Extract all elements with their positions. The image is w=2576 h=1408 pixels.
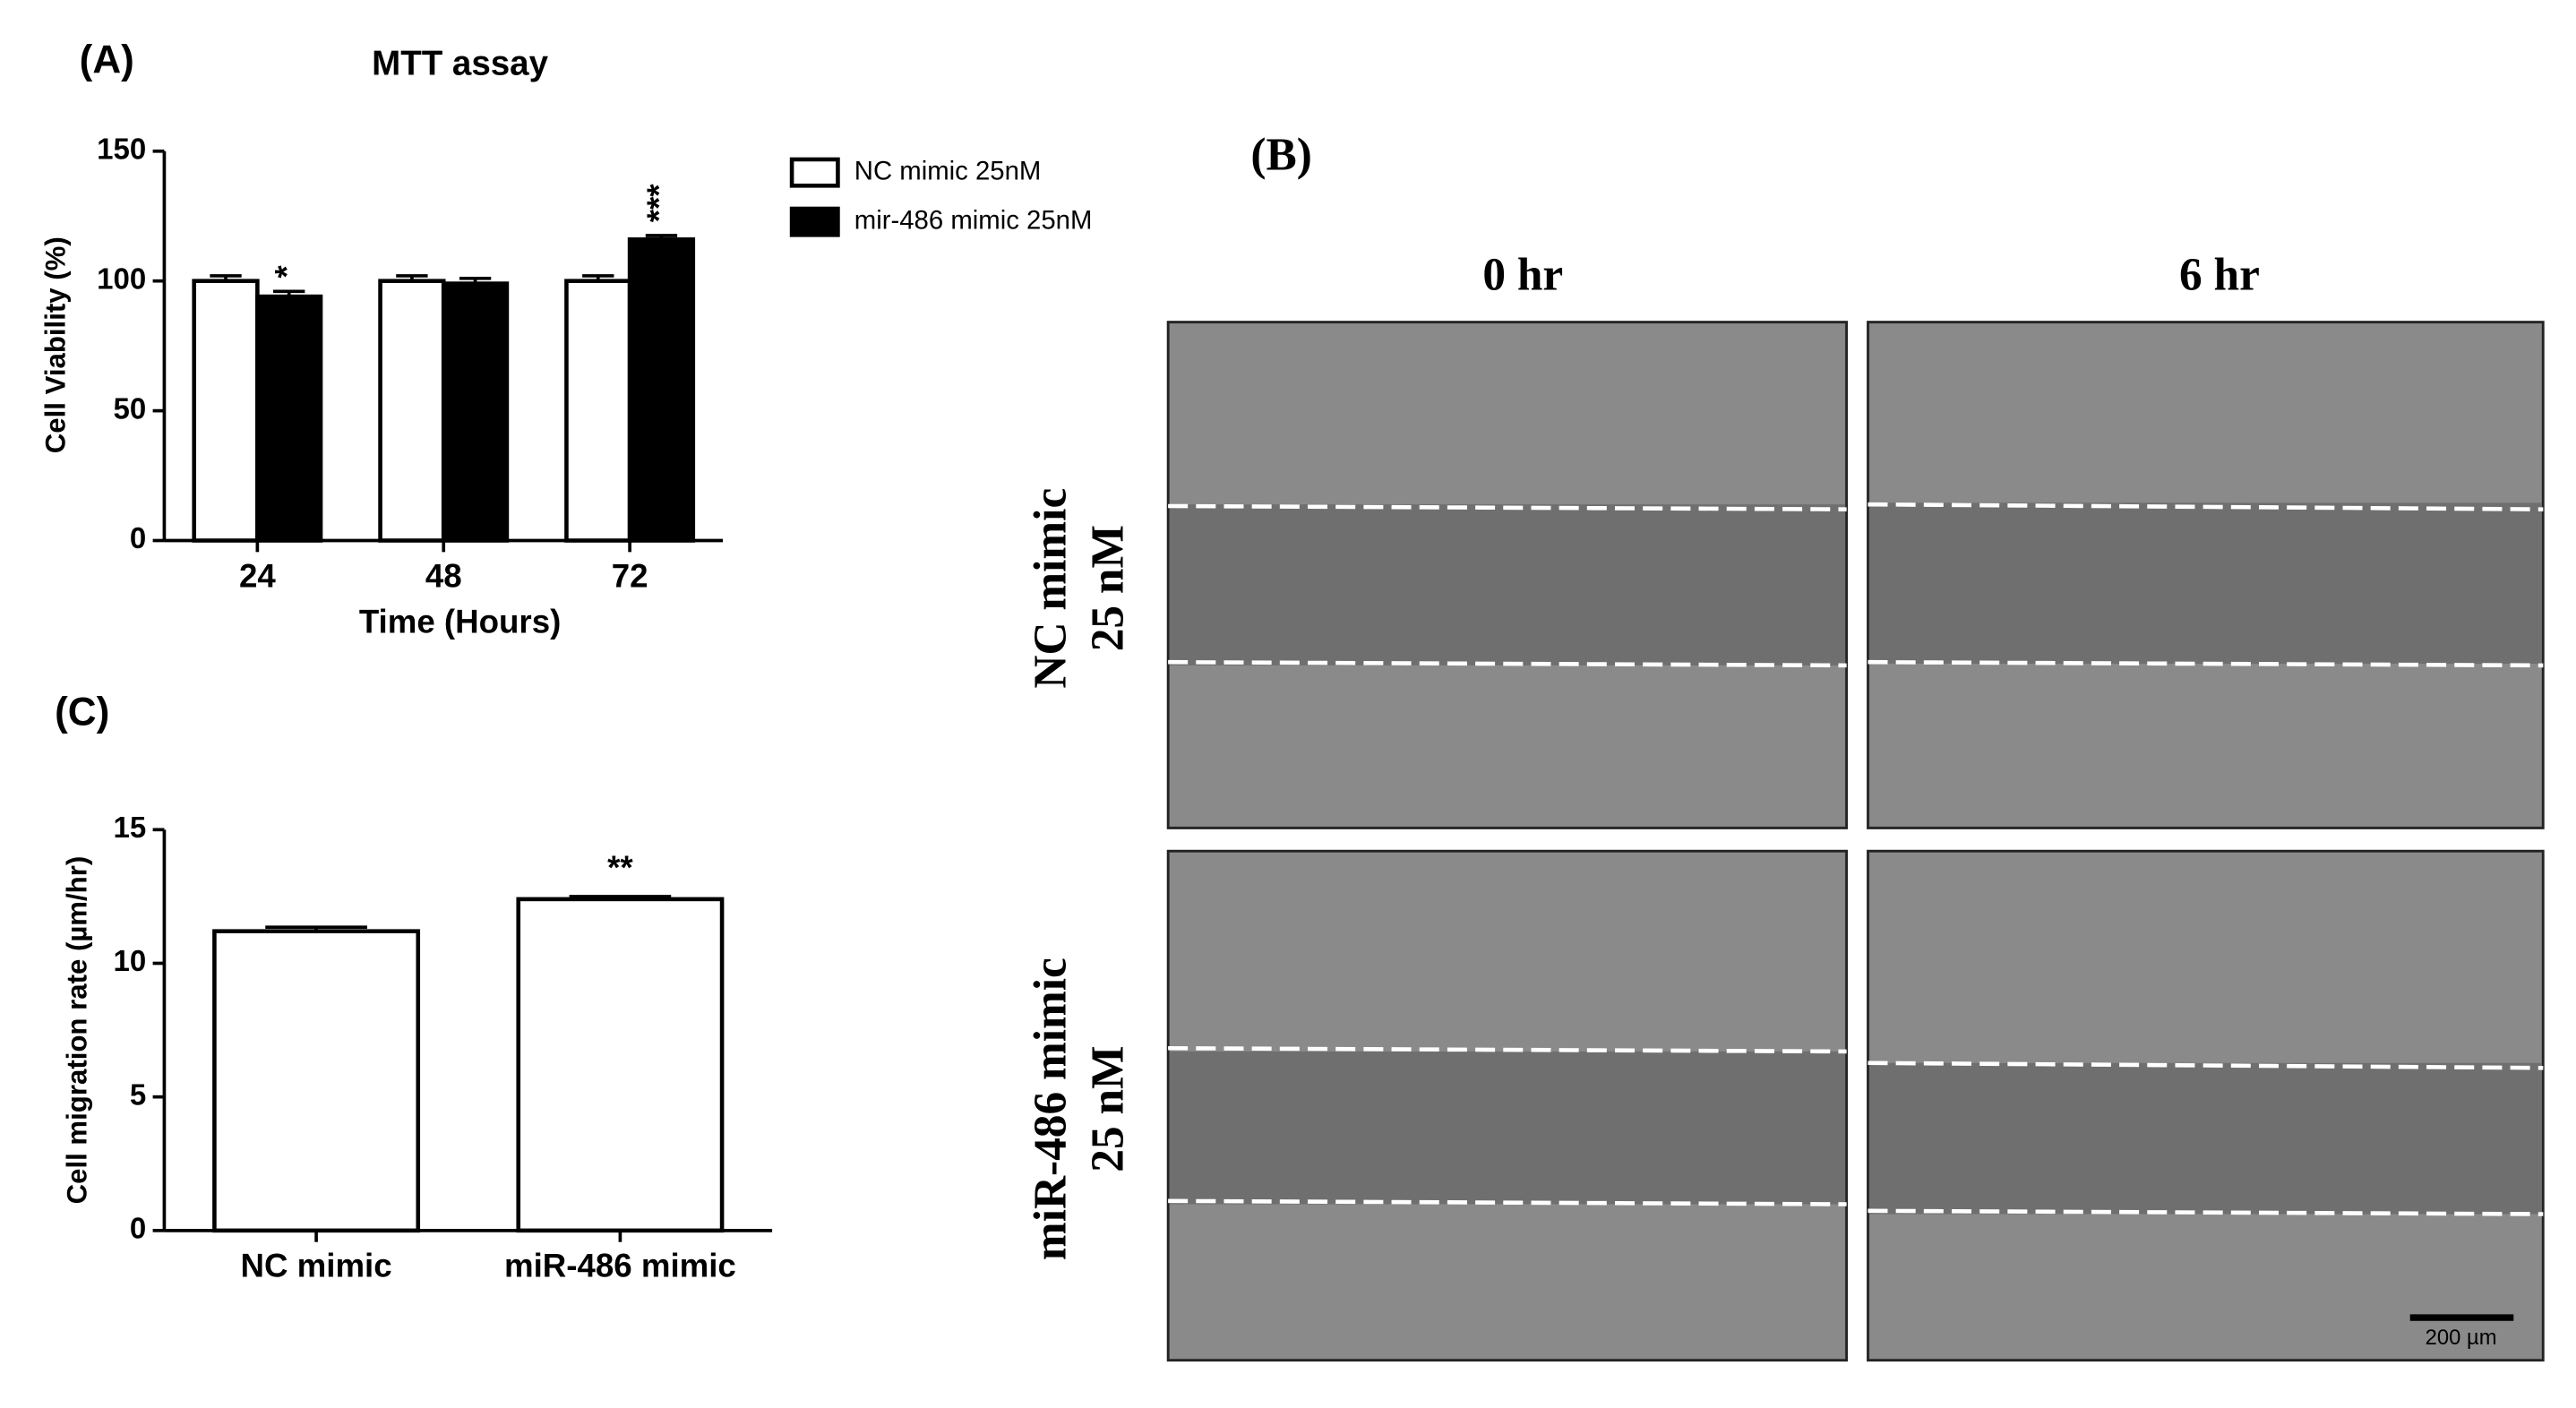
legend-swatch (789, 206, 840, 237)
x-tick-label: 24 (239, 557, 276, 594)
significance-label: ** (607, 849, 633, 886)
y-tick-label: 50 (114, 391, 147, 425)
bar (255, 294, 323, 543)
chart-title: MTT assay (372, 45, 548, 83)
y-tick-label: 0 (130, 1212, 146, 1245)
error-bar (645, 234, 678, 240)
y-axis-label: Cell migration rate (µm/hr) (61, 856, 92, 1205)
micrograph (1166, 849, 1848, 1362)
error-bar (582, 274, 614, 281)
y-tick-label: 10 (114, 944, 147, 977)
column-label: 6 hr (2179, 250, 2260, 301)
x-tick-label: NC mimic (241, 1248, 392, 1284)
panel-label: (C) (55, 691, 109, 734)
panel-label: (B) (1250, 130, 1311, 181)
x-tick-label: 72 (612, 557, 648, 594)
significance-label: * (268, 265, 305, 279)
bar (192, 279, 260, 543)
micrograph (1867, 849, 2545, 1362)
row-label: NC mimic (1025, 488, 1076, 689)
bar (378, 279, 446, 543)
scale-bar-label: 200 µm (2426, 1326, 2497, 1350)
error-bar (396, 274, 428, 281)
x-tick-label: 48 (425, 557, 462, 594)
significance-label: *** (640, 184, 677, 223)
micrograph (1166, 321, 1848, 829)
x-axis-label: Time (Hours) (359, 604, 562, 640)
bar (627, 237, 696, 543)
y-tick-label: 15 (114, 811, 147, 844)
row-label: 25 nM (1083, 1046, 1134, 1172)
column-label: 0 hr (1482, 250, 1563, 301)
bar (441, 281, 510, 543)
row-label: miR-486 mimic (1025, 957, 1076, 1260)
bar (516, 897, 725, 1233)
error-bar (569, 895, 672, 899)
bar (564, 279, 632, 543)
error-bar (265, 925, 367, 932)
panel-label: (A) (80, 38, 134, 82)
y-tick-label: 150 (97, 133, 146, 166)
legend-swatch (789, 157, 840, 188)
error-bar (210, 274, 242, 281)
error-bar (273, 289, 305, 297)
row-label: 25 nM (1083, 525, 1134, 651)
y-axis-label: Cell Viability (%) (39, 236, 71, 453)
legend-label: mir-486 mimic 25nM (854, 205, 1093, 235)
y-tick-label: 100 (97, 262, 146, 295)
x-tick-label: miR-486 mimic (504, 1248, 736, 1284)
y-tick-label: 0 (130, 521, 146, 554)
legend-label: NC mimic 25nM (854, 156, 1042, 185)
bar (212, 929, 421, 1233)
error-bar (459, 276, 492, 284)
micrograph (1867, 321, 2545, 829)
y-tick-label: 5 (130, 1077, 146, 1111)
